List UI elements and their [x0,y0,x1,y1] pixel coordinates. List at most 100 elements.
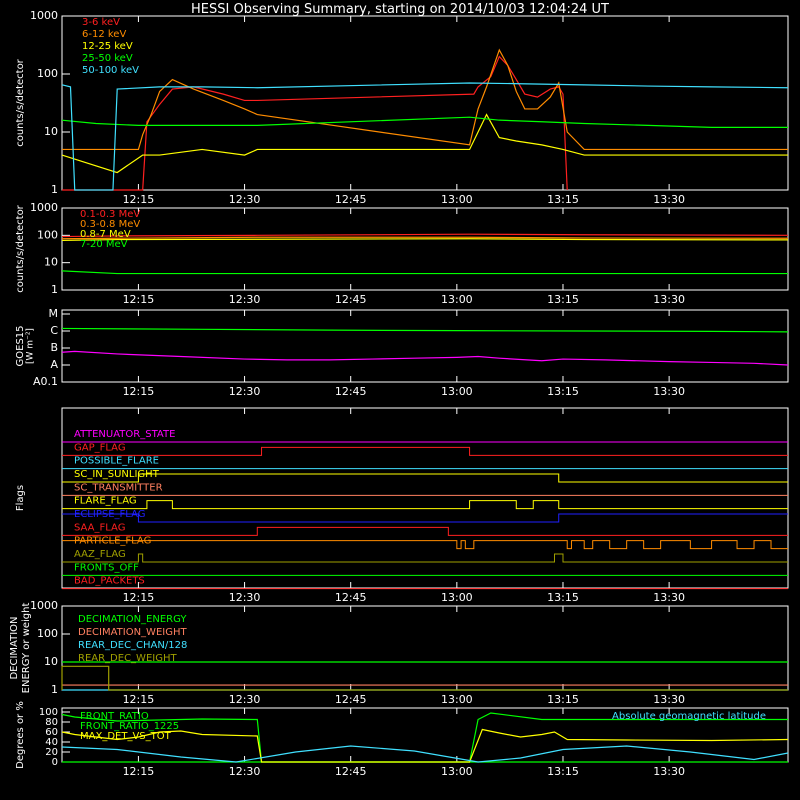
y-tick-label: 80 [45,717,58,728]
series-line-rear-dec-weight [61,665,788,691]
flag-label: FLARE_FLAG [74,496,137,507]
legend-entry: DECIMATION_ENERGY [78,614,187,625]
panel-gamma [61,207,789,291]
panel-lightcurves [61,15,789,191]
x-tick-label: 13:15 [547,385,579,398]
flag-label: AAZ_FLAG [74,549,126,560]
x-tick-label: 12:45 [335,385,367,398]
flag-label: ATTENUATOR_STATE [74,429,175,440]
y-tick-label: A [50,358,58,371]
y-tick-label: 20 [45,747,58,758]
y-tick-label: 1 [51,183,58,196]
legend-entry: 6-12 keV [82,29,126,40]
panel-frame [61,407,789,589]
x-tick-label: 12:45 [335,591,367,604]
series-line-3-6-kev [62,55,568,191]
legend-entry: 0.1-0.3 MeV [80,209,140,220]
x-tick-label: 13:00 [441,385,473,398]
x-tick-label: 12:15 [123,293,155,306]
flag-label: GAP_FLAG [74,442,126,453]
y-tick-label: 10 [44,125,58,138]
series-line-0-1-0-3-mev [61,233,789,238]
x-tick-label: 12:15 [123,765,155,778]
y-tick-label: C [50,324,58,337]
y-tick-label: 100 [37,627,58,640]
x-tick-label: 12:30 [229,293,261,306]
series-line-long [61,327,789,333]
x-tick-label: 12:45 [335,193,367,206]
x-tick-label: 12:30 [229,693,261,706]
flag-line-particle_flag [62,540,788,550]
flag-label: BAD_PACKETS [74,576,145,587]
x-tick-label: 13:15 [547,293,579,306]
legend-entry: 7-20 MeV [80,239,128,250]
series-line-max-det-vs-tot [61,728,789,763]
x-tick-label: 12:15 [123,591,155,604]
flag-label: POSSIBLE_FLARE [74,456,159,467]
y-tick-label: A0.1 [33,375,58,388]
x-tick-label: 13:00 [441,693,473,706]
y-axis-label: counts/s/detector [15,58,26,146]
panel-frame [61,309,789,383]
x-tick-label: 13:30 [653,693,685,706]
legend-entry: FRONT_RATIO [80,711,149,722]
flag-line-eclipse_flag [62,513,788,523]
series-line-25-50-kev [61,116,788,129]
y-tick-label: 1000 [30,201,58,214]
series-line-12-25-kev [61,113,788,174]
series-line-7-20-mev [61,270,788,275]
x-tick-label: 12:15 [123,693,155,706]
flag-label: ECLIPSE_FLAG [74,509,145,520]
x-tick-label: 13:30 [653,765,685,778]
panel-decimation [61,605,789,691]
x-tick-label: 13:00 [441,591,473,604]
legend-entry: REAR_DEC_WEIGHT [78,653,177,664]
x-tick-label: 13:00 [441,765,473,778]
flag-label: SAA_FLAG [74,522,125,533]
x-tick-label: 12:15 [123,385,155,398]
y-tick-label: B [50,341,58,354]
y-tick-label: 1 [51,683,58,696]
y-tick-label: 100 [37,228,58,241]
x-tick-label: 13:15 [547,765,579,778]
annotation-label: Absolute geomagnetic latitude [612,711,766,722]
y-tick-label: 100 [37,67,58,80]
y-tick-label: 60 [45,727,58,738]
y-tick-label: 1 [51,283,58,296]
flag-line-gap_flag [62,446,788,456]
x-tick-label: 12:30 [229,385,261,398]
legend-entry: 3-6 keV [82,17,120,28]
y-axis-label: counts/s/detector [15,204,26,292]
series-line-short [61,350,789,366]
y-tick-label: 0 [52,757,58,768]
y-tick-label: 100 [39,707,58,718]
y-tick-label: 40 [45,737,58,748]
legend-entry: 12-25 keV [82,41,133,52]
x-tick-label: 13:30 [653,293,685,306]
y-tick-label: 10 [44,256,58,269]
y-axis-label: ENERGY or weight [21,603,32,694]
series-line-0-3-0-8-mev [61,236,789,240]
y-axis-label: GOES15 [15,325,26,366]
x-tick-label: 12:30 [229,591,261,604]
flag-label: SC_IN_SUNLIGHT [74,469,160,480]
flag-label: PARTICLE_FLAG [74,536,151,547]
x-tick-label: 12:15 [123,193,155,206]
y-axis-label: Degrees or % [15,701,26,769]
x-tick-label: 13:30 [653,193,685,206]
y-axis-label: Flags [15,485,26,511]
legend-entry: DECIMATION_WEIGHT [78,627,187,638]
x-tick-label: 12:30 [229,765,261,778]
flag-line-aaz_flag [62,553,788,563]
legend-entry: 0.3-0.8 MeV [80,219,140,230]
y-tick-label: 10 [44,655,58,668]
x-tick-label: 12:45 [335,765,367,778]
x-tick-label: 13:15 [547,193,579,206]
series-line-0-8-7-mev [61,238,789,242]
panel-flags [61,407,789,590]
x-tick-label: 13:00 [441,193,473,206]
panel-frame [61,207,789,291]
y-axis-unit: [W m⁻²] [26,328,36,364]
panel-goes [61,309,789,383]
